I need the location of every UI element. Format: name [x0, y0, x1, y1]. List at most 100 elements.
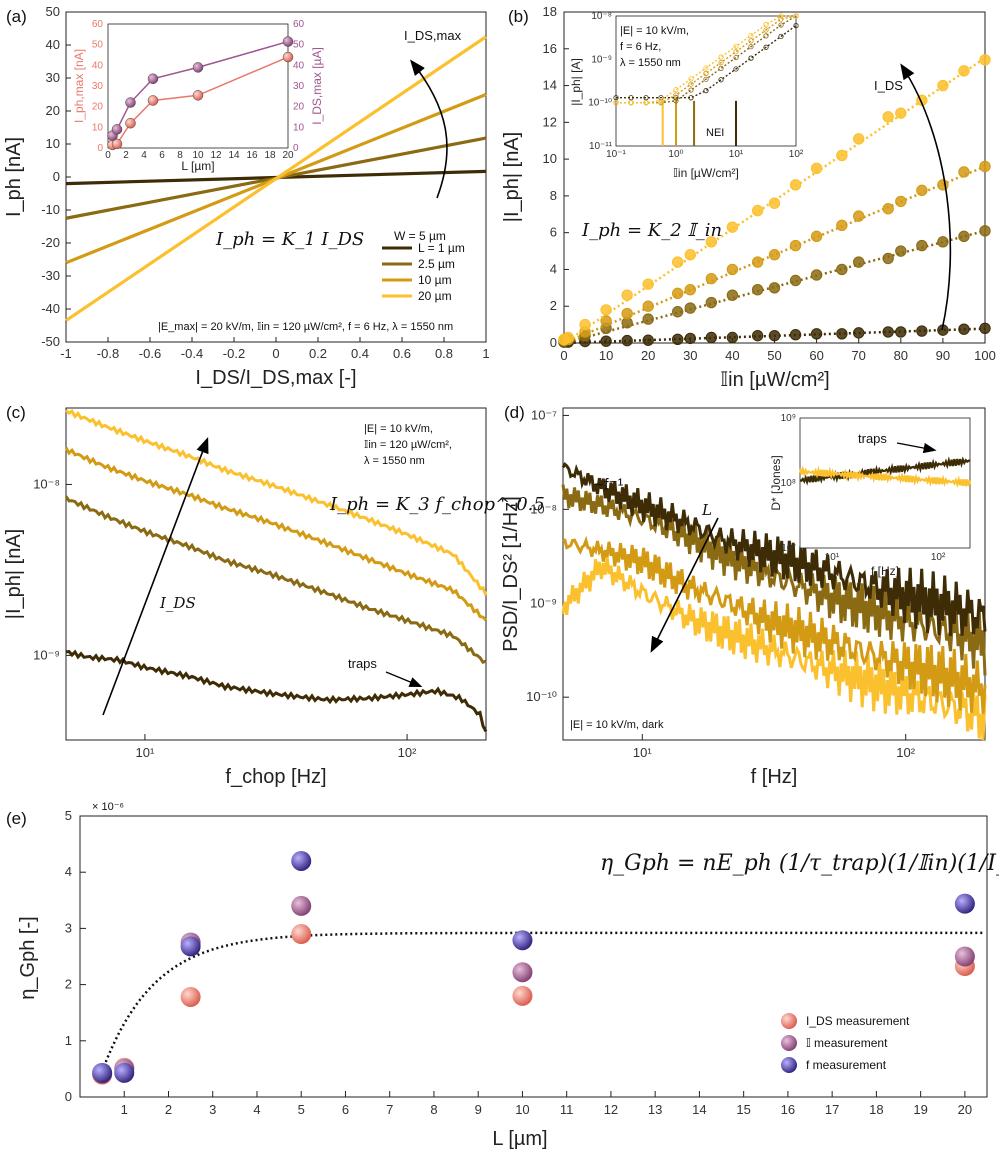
- data-point: [789, 239, 802, 252]
- legend-marker: [781, 1057, 797, 1073]
- inset-data-point: [613, 100, 619, 106]
- x-tick-label: 0.4: [351, 346, 369, 361]
- inset-data-point: [778, 33, 784, 40]
- x-tick-label: 40: [725, 348, 739, 363]
- data-point: [954, 893, 975, 914]
- x-tick-label: 2: [165, 1102, 172, 1117]
- data-point: [916, 325, 928, 337]
- x-tick-label: 20: [641, 348, 655, 363]
- panel-b-arrow-label: I_DS: [874, 78, 903, 93]
- panel-a-ylabel: I_ph [nA]: [3, 137, 25, 217]
- series-line: [561, 461, 987, 637]
- data-point: [114, 1062, 135, 1083]
- series-line: [64, 495, 487, 664]
- panel-d-ylabel: PSD/I_DS² [1/Hz]: [500, 496, 522, 652]
- panel-a-inset-frame: [107, 23, 289, 149]
- x-tick-label: 17: [825, 1102, 839, 1117]
- y-tick-label: 1: [65, 1033, 72, 1048]
- inset-marker: [147, 95, 159, 106]
- x-tick-label: 20: [958, 1102, 972, 1117]
- inset-x-tick-label: 18: [264, 150, 276, 161]
- panel-d-arrow: [650, 517, 719, 653]
- inset-data-point: [778, 22, 784, 28]
- panel-d-note: |E| = 10 kV/m, dark: [570, 719, 664, 731]
- data-point: [853, 133, 865, 145]
- panel-d-label: (d): [504, 403, 525, 422]
- panel-e: (e) 1 2 3 4 5 6 7 8 9 10 11 12 13 14 15 16 17 18 19 2001234…: [6, 801, 999, 1150]
- data-point: [958, 230, 970, 243]
- data-point: [882, 203, 894, 215]
- y-tick-label: 30: [46, 70, 60, 85]
- inset-y-tick-label: 10⁻¹¹: [589, 141, 613, 152]
- data-point: [895, 326, 907, 338]
- panel-b-inset-note-1: |E| = 10 kV/m,: [620, 25, 689, 37]
- data-point: [751, 329, 764, 342]
- inset-series-line: [798, 465, 972, 488]
- panel-a-inset-ylabel-left: I_ph,max [nA]: [72, 49, 86, 123]
- data-point: [895, 245, 907, 257]
- data-point: [705, 272, 718, 285]
- panel-c-xlabel: f_chop [Hz]: [225, 766, 326, 788]
- x-tick-label: 90: [936, 348, 950, 363]
- x-tick-label: -0.2: [223, 346, 245, 361]
- x-tick-label: 10²: [896, 745, 915, 760]
- panel-c-ylabel: |I_ph| [nA]: [3, 529, 25, 619]
- data-point: [916, 184, 928, 197]
- panel-b-nei-label: NEI: [706, 127, 724, 139]
- inset-data-point: [748, 44, 754, 50]
- data-point: [958, 65, 970, 77]
- y-tick-label: -40: [41, 301, 60, 316]
- inset-y-tick-label: 10⁹: [781, 413, 796, 424]
- inset-data-point: [748, 32, 754, 39]
- y-tick-label: 10: [46, 136, 60, 151]
- data-point: [291, 850, 312, 871]
- panel-c-note-3: λ = 1550 nm: [364, 455, 425, 467]
- panel-a-label: (a): [6, 7, 27, 26]
- data-point: [937, 236, 949, 248]
- inset-y2-tick-label: 30: [293, 81, 305, 92]
- panel-e-formula: η_Gph = nE_ph (1/τ_trap)(1/𝕀in)(1/I_DS) …: [600, 851, 999, 876]
- y-tick-label: 40: [46, 37, 60, 52]
- y-tick-label: 10⁻¹⁰: [526, 689, 557, 704]
- inset-data-point: [673, 87, 679, 93]
- panel-b-inset-ylabel: |I_ph| [A]: [569, 58, 583, 106]
- inset-x-tick-label: 20: [282, 150, 294, 161]
- x-tick-label: 15: [736, 1102, 750, 1117]
- data-point: [882, 252, 894, 265]
- panel-a-legend-title: W = 5 µm: [394, 229, 446, 243]
- data-point: [684, 249, 696, 261]
- panel-e-fit: [100, 931, 983, 1072]
- data-point: [810, 328, 823, 340]
- panel-d-inset-ylabel: D* [Jones]: [769, 455, 783, 510]
- data-point: [726, 263, 739, 276]
- inset-y2-tick-label: 60: [293, 19, 305, 30]
- panel-b-inset-note-2: f = 6 Hz,: [620, 41, 661, 53]
- data-point: [958, 323, 970, 335]
- data-point: [751, 204, 764, 217]
- data-point: [836, 328, 848, 340]
- data-point: [512, 930, 533, 951]
- data-point: [621, 289, 633, 301]
- y-tick-label: 0: [550, 335, 557, 350]
- data-point: [512, 985, 533, 1006]
- panel-a-arrow-label: I_DS,max: [404, 28, 462, 43]
- panel-a-legend: L = 1 µm 2.5 µm 10 µm 20 µm: [382, 241, 465, 303]
- y-tick-label: 12: [543, 114, 557, 129]
- legend-label: 20 µm: [418, 289, 452, 303]
- inset-y-tick-label: 10⁻¹⁰: [588, 98, 612, 109]
- panel-c-frame: [65, 407, 487, 741]
- data-point: [979, 160, 991, 173]
- x-tick-label: 7: [386, 1102, 393, 1117]
- panel-d-lines: [561, 461, 987, 741]
- inset-data-point: [763, 22, 769, 28]
- inset-x-tick-label: 6: [159, 150, 165, 161]
- x-tick-label: -0.6: [139, 346, 161, 361]
- inset-marker: [192, 62, 204, 73]
- y-tick-label: 18: [543, 4, 557, 19]
- data-point: [979, 54, 991, 66]
- inset-y2-tick-label: 10: [293, 122, 305, 133]
- panel-c-traps-arrow: [385, 671, 423, 687]
- x-tick-label: 16: [781, 1102, 795, 1117]
- inset-data-point: [718, 54, 724, 60]
